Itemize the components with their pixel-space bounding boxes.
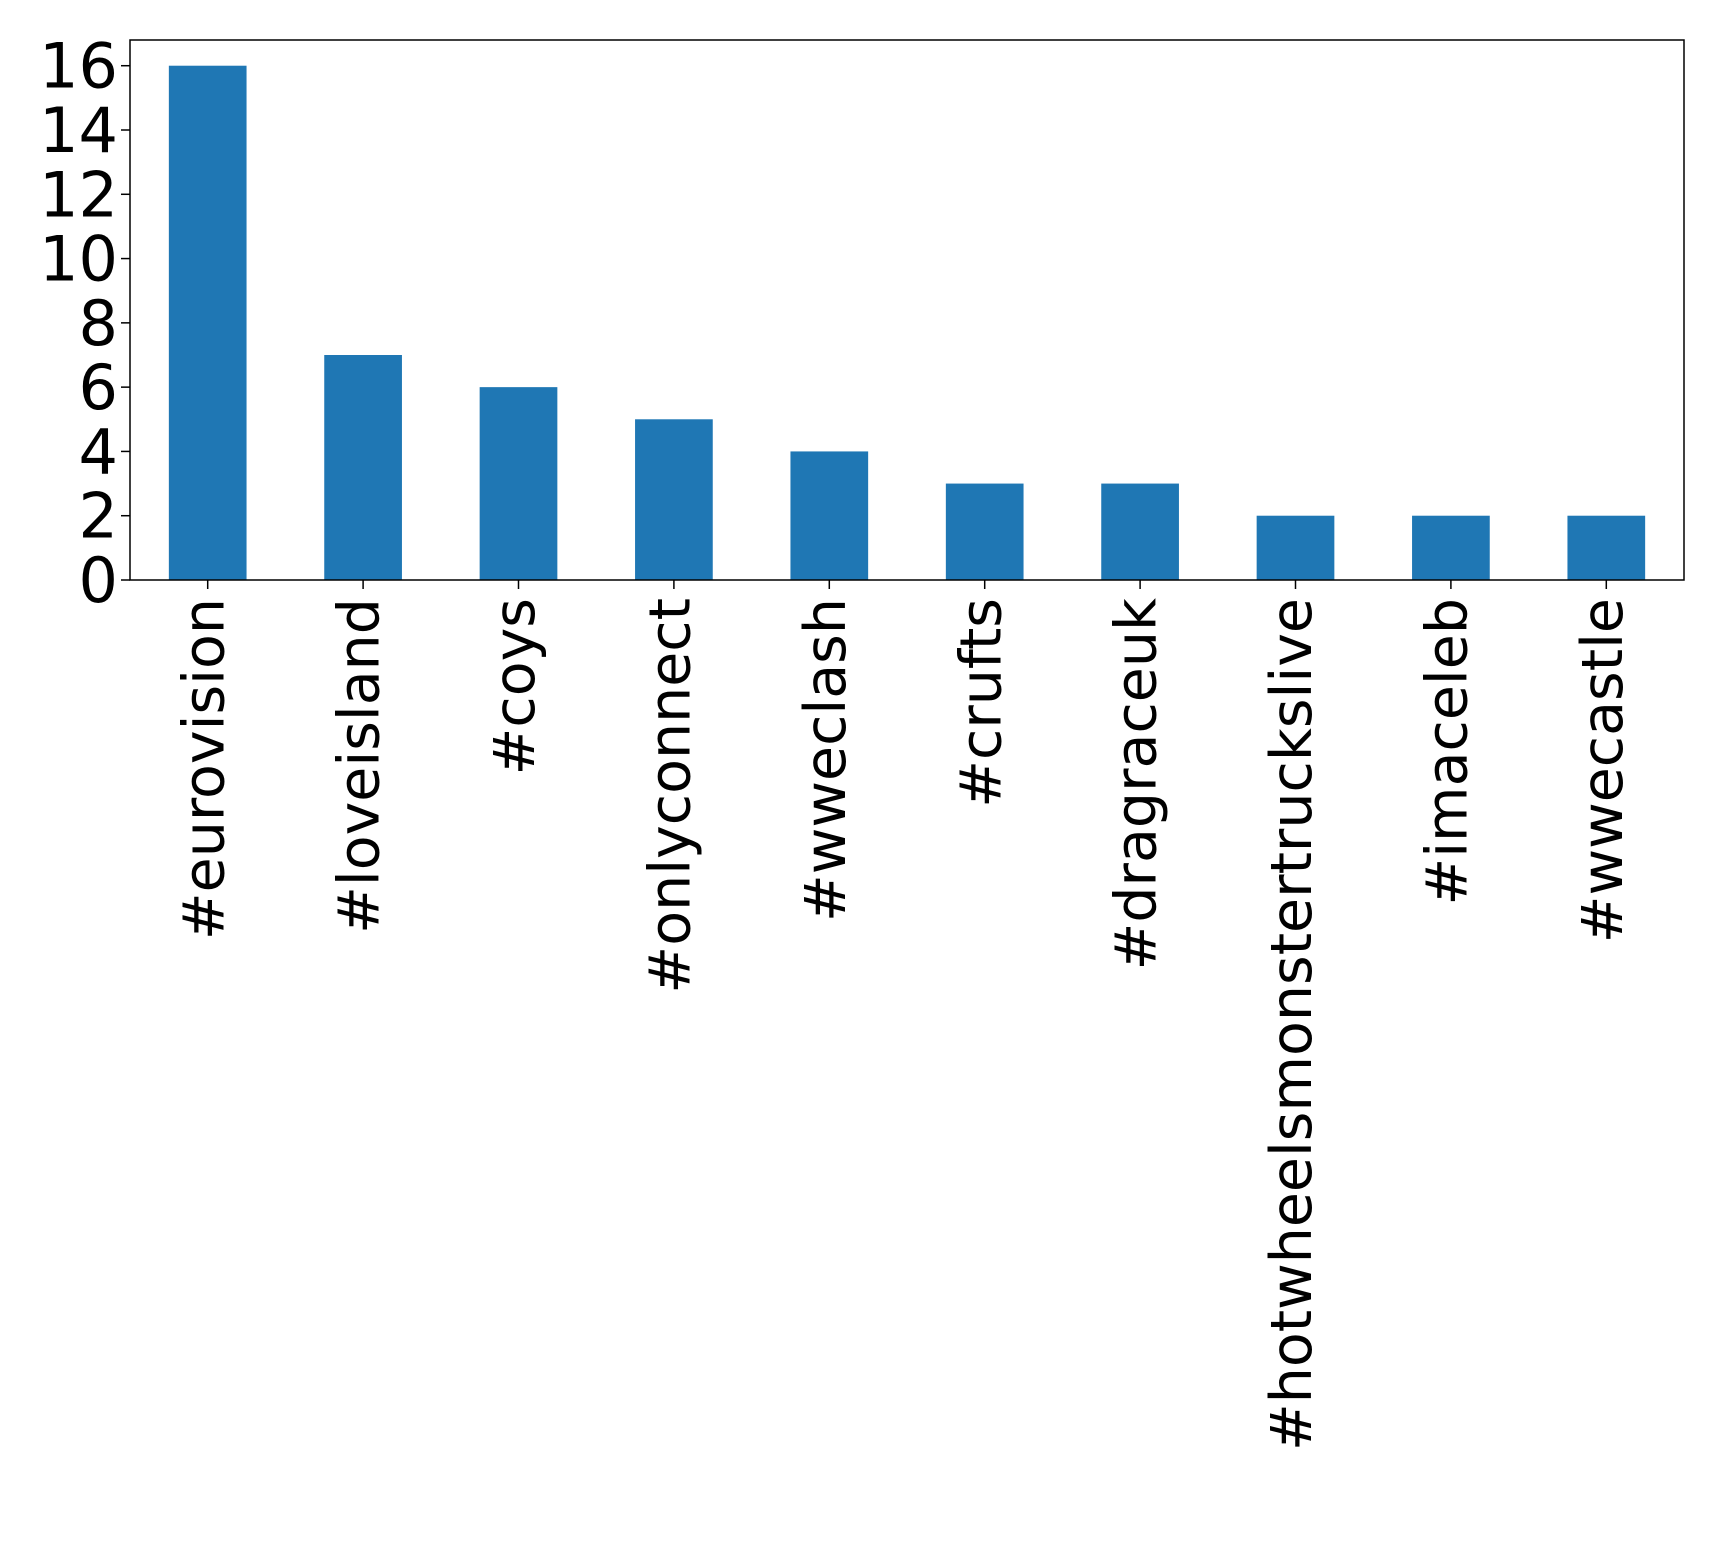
bar-onlyconnect [635,419,713,580]
bar-crufts [945,483,1024,580]
y-tick-label: 4 [79,415,118,488]
y-tick-label: 10 [39,223,118,296]
bar-wwecastle [1567,515,1646,580]
y-tick-label: 6 [79,351,118,424]
bar-eurovision [168,65,247,580]
x-tick-label: #loveisland [327,598,393,934]
bars-group [168,65,1646,580]
bar-loveisland [324,355,402,580]
y-tick-label: 14 [39,94,118,167]
x-axis: #eurovision #loveisland #coys #onlyconnect #… [171,580,1636,1451]
x-tick-label: #wweclash [793,598,859,922]
x-tick-label: #dragraceuk [1104,598,1170,970]
y-tick-label: 0 [79,544,118,617]
bar-wweclash [790,451,869,580]
x-tick-label: #onlyconnect [638,598,704,994]
x-tick-label: #wwecastle [1570,598,1636,943]
y-tick-label: 2 [79,480,118,553]
y-tick-label: 8 [79,287,118,360]
bar-hotwheelsmonstertruckslive [1256,515,1335,580]
x-tick-label: #imaceleb [1415,598,1481,906]
x-tick-label: #coys [482,598,548,775]
bar-imaceleb [1412,515,1490,580]
y-tick-label: 16 [39,30,118,103]
plot-frame [129,39,1685,581]
bar-coys [479,387,558,580]
bar-dragraceuk [1101,483,1179,580]
x-tick-label: #crufts [948,598,1014,808]
x-tick-label: #eurovision [171,598,237,940]
y-tick-label: 12 [39,158,118,231]
x-tick-label: #hotwheelsmonstertruckslive [1259,598,1325,1451]
